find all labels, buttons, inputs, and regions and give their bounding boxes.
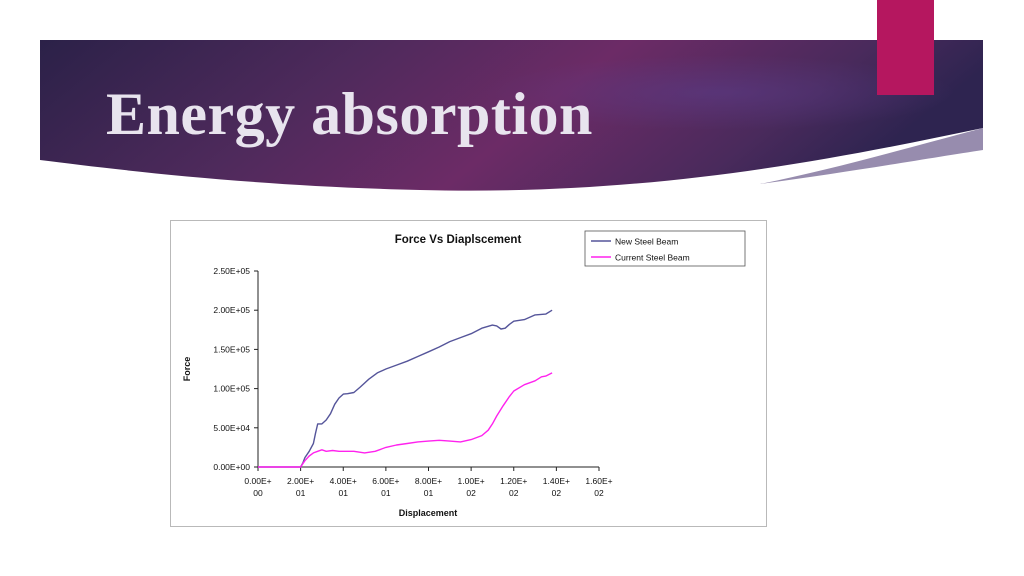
x-tick-label: 1.40E+ (543, 476, 570, 486)
x-tick-label: 1.20E+ (500, 476, 527, 486)
y-tick-label: 2.00E+05 (213, 305, 250, 315)
legend-label-new: New Steel Beam (615, 237, 678, 247)
y-tick-label: 5.00E+04 (213, 423, 250, 433)
plot-lines (258, 309, 553, 468)
y-tick-label: 1.50E+05 (213, 344, 250, 354)
x-tick-label: 0.00E+ (244, 476, 271, 486)
x-tick-label: 1.00E+ (458, 476, 485, 486)
legend-label-current: Current Steel Beam (615, 253, 690, 263)
x-tick-label-exp: 01 (296, 488, 306, 498)
y-ticks: 0.00E+00 5.00E+04 1.00E+05 1.50E+05 2.00E+05… (213, 266, 258, 472)
y-axis-title: Force (182, 357, 192, 382)
x-tick-label: 4.00E+ (330, 476, 357, 486)
x-tick-label-exp: 01 (424, 488, 434, 498)
chart-frame: Force Vs Diaplscement Force Displacement… (170, 220, 767, 527)
chart-title: Force Vs Diaplscement (395, 234, 522, 246)
x-tick-label-exp: 01 (339, 488, 349, 498)
x-tick-label-exp: 01 (381, 488, 391, 498)
x-tick-label: 2.00E+ (287, 476, 314, 486)
x-tick-label-exp: 02 (509, 488, 519, 498)
y-axis-label: Force (182, 357, 192, 382)
y-tick-label: 1.00E+05 (213, 384, 250, 394)
force-displacement-chart: Force Vs Diaplscement Force Displacement… (182, 230, 746, 518)
x-tick-label-exp: 02 (552, 488, 562, 498)
y-tick-label: 0.00E+00 (213, 462, 250, 472)
legend: New Steel Beam Current Steel Beam (584, 230, 746, 267)
x-tick-label-exp: 02 (594, 488, 604, 498)
x-tick-label: 6.00E+ (372, 476, 399, 486)
legend-box (584, 230, 746, 267)
title-banner (40, 0, 983, 191)
x-tick-label-exp: 00 (253, 488, 263, 498)
slide-title: Energy absorption (106, 81, 593, 147)
x-tick-label-exp: 02 (466, 488, 476, 498)
series-line-new-steel-beam (258, 309, 553, 468)
x-axis-label: Displacement (399, 508, 458, 518)
x-ticks: 0.00E+ 00 2.00E+ 01 4.00E+ 01 6.00E+ 01 8.00E+ 01… (244, 467, 613, 498)
accent-tab (877, 0, 934, 95)
x-tick-label: 1.60E+ (585, 476, 612, 486)
series-line-current-steel-beam (258, 372, 553, 468)
x-tick-label: 8.00E+ (415, 476, 442, 486)
y-tick-label: 2.50E+05 (213, 266, 250, 276)
